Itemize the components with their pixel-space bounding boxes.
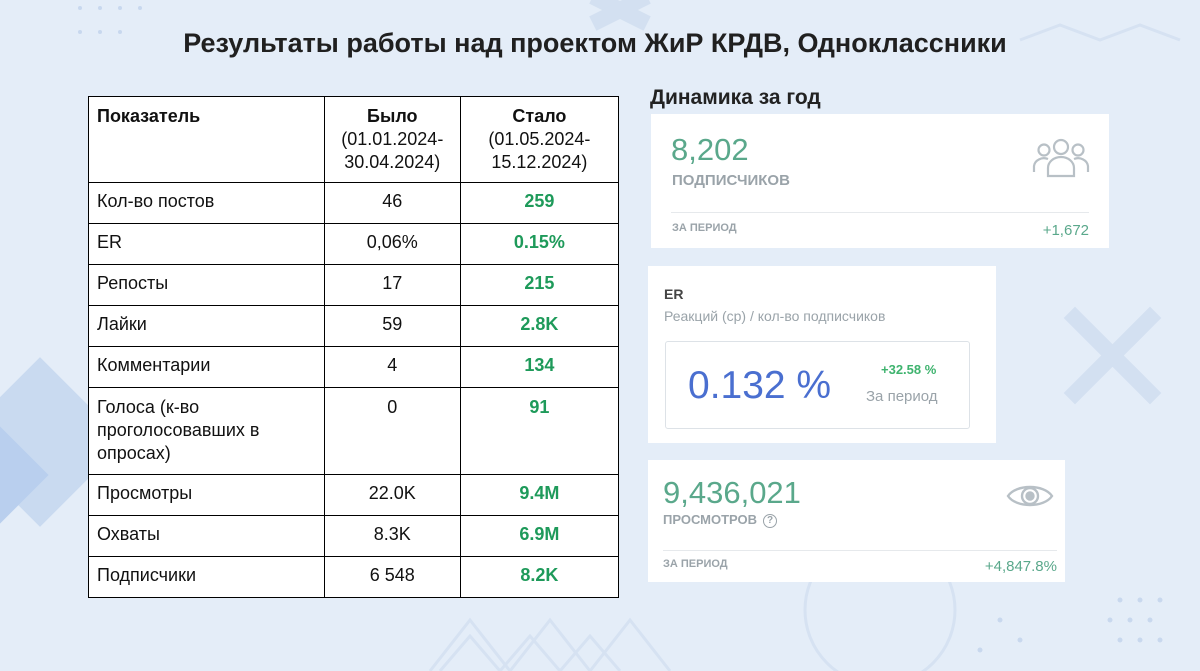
dynamics-title: Динамика за год bbox=[650, 86, 821, 109]
card-divider bbox=[663, 550, 1057, 551]
er-card: ER Реакций (ср) / кол-во подписчиков 0.1… bbox=[648, 266, 996, 443]
metric-before: 4 bbox=[323, 346, 461, 388]
metric-before: 0 bbox=[323, 387, 461, 475]
metric-after: 2.8K bbox=[459, 305, 620, 347]
table-row: Просмотры 22.0K 9.4M bbox=[88, 474, 620, 516]
metric-name: Подписчики bbox=[88, 556, 325, 598]
metric-before: 22.0K bbox=[323, 474, 461, 516]
table-header-row: Показатель Было (01.01.2024- 30.04.2024)… bbox=[88, 96, 620, 183]
header-after: Стало (01.05.2024- 15.12.2024) bbox=[459, 96, 620, 183]
header-before: Было (01.01.2024- 30.04.2024) bbox=[323, 96, 461, 183]
table-row: Кол-во постов 46 259 bbox=[88, 182, 620, 224]
views-label-wrap: ПРОСМОТРОВ? bbox=[663, 512, 778, 528]
views-value: 9,436,021 bbox=[663, 475, 801, 510]
metric-after: 6.9M bbox=[459, 515, 620, 557]
table-row: Лайки 59 2.8K bbox=[88, 305, 620, 347]
subscribers-value: 8,202 bbox=[671, 132, 749, 167]
header-before-range-start: (01.01.2024- bbox=[341, 129, 444, 149]
table-row: Охваты 8.3K 6.9M bbox=[88, 515, 620, 557]
metric-after: 134 bbox=[459, 346, 620, 388]
er-subtitle: Реакций (ср) / кол-во подписчиков bbox=[664, 308, 886, 324]
views-label: ПРОСМОТРОВ bbox=[663, 512, 758, 527]
header-before-label: Было bbox=[367, 106, 418, 126]
er-value: 0.132 % bbox=[688, 364, 832, 407]
metric-before: 6 548 bbox=[323, 556, 461, 598]
metric-before: 8.3K bbox=[323, 515, 461, 557]
users-icon bbox=[1032, 138, 1090, 178]
metric-after: 259 bbox=[459, 182, 620, 224]
er-title: ER bbox=[664, 286, 684, 302]
metric-name: Охваты bbox=[88, 515, 325, 557]
metric-before: 0,06% bbox=[323, 223, 461, 265]
metric-name: Кол-во постов bbox=[88, 182, 325, 224]
header-before-range-end: 30.04.2024) bbox=[344, 152, 441, 172]
views-card: 9,436,021 ПРОСМОТРОВ? ЗА ПЕРИОД +4,847.8… bbox=[648, 460, 1065, 582]
metric-name: Комментарии bbox=[88, 346, 325, 388]
er-delta: +32.58 % bbox=[881, 362, 937, 377]
subscribers-label: ПОДПИСЧИКОВ bbox=[672, 172, 790, 189]
views-period-label: ЗА ПЕРИОД bbox=[663, 558, 728, 570]
header-after-range-end: 15.12.2024) bbox=[491, 152, 588, 172]
metric-name: Голоса (к-во проголосовавших в опросах) bbox=[88, 387, 325, 475]
header-after-range-start: (01.05.2024- bbox=[488, 129, 591, 149]
metric-after: 0.15% bbox=[459, 223, 620, 265]
page-title: Результаты работы над проектом ЖиР КРДВ,… bbox=[183, 28, 1007, 58]
header-after-label: Стало bbox=[512, 106, 567, 126]
er-value-box: 0.132 % +32.58 % За период bbox=[665, 341, 970, 429]
subscribers-period-label: ЗА ПЕРИОД bbox=[672, 222, 737, 234]
metric-after: 8.2K bbox=[459, 556, 620, 598]
metric-name: Просмотры bbox=[88, 474, 325, 516]
metric-after: 9.4M bbox=[459, 474, 620, 516]
metric-name: Лайки bbox=[88, 305, 325, 347]
subscribers-card: 8,202 ПОДПИСЧИКОВ ЗА ПЕРИОД +1,672 bbox=[651, 114, 1109, 248]
metric-after: 91 bbox=[459, 387, 620, 475]
table-row: Голоса (к-во проголосовавших в опросах) … bbox=[88, 387, 620, 475]
table-row: Комментарии 4 134 bbox=[88, 346, 620, 388]
subscribers-delta: +1,672 bbox=[1042, 222, 1089, 239]
table-row: Репосты 17 215 bbox=[88, 264, 620, 306]
results-table: Показатель Было (01.01.2024- 30.04.2024)… bbox=[88, 96, 620, 598]
metric-before: 17 bbox=[323, 264, 461, 306]
help-icon[interactable]: ? bbox=[763, 514, 778, 528]
metric-name: ER bbox=[88, 223, 325, 265]
table-row: ER 0,06% 0.15% bbox=[88, 223, 620, 265]
eye-icon bbox=[1006, 485, 1054, 507]
er-period-label: За период bbox=[866, 388, 938, 405]
card-divider bbox=[671, 212, 1089, 213]
metric-after: 215 bbox=[459, 264, 620, 306]
metric-before: 59 bbox=[323, 305, 461, 347]
metric-before: 46 bbox=[323, 182, 461, 224]
table-row: Подписчики 6 548 8.2K bbox=[88, 556, 620, 598]
views-delta: +4,847.8% bbox=[984, 558, 1057, 575]
header-metric: Показатель bbox=[88, 96, 325, 183]
metric-name: Репосты bbox=[88, 264, 325, 306]
